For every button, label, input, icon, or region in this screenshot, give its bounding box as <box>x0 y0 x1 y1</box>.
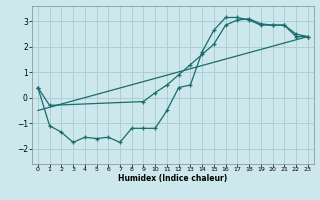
X-axis label: Humidex (Indice chaleur): Humidex (Indice chaleur) <box>118 174 228 183</box>
